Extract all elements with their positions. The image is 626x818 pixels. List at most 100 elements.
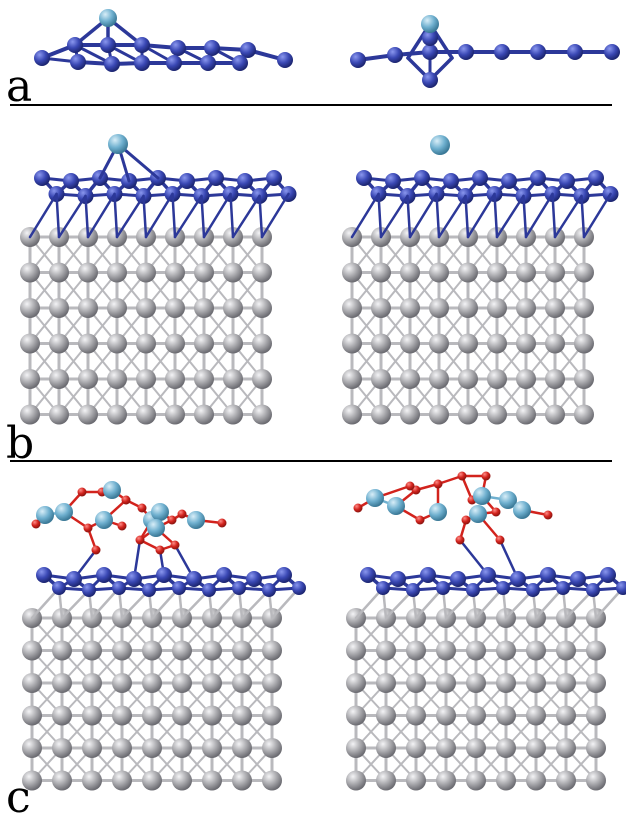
substrate-atom	[223, 262, 243, 283]
adatom	[499, 491, 517, 509]
nitrogen-atom	[142, 583, 156, 597]
panel-b	[20, 134, 619, 425]
oxygen-atom	[91, 545, 101, 555]
substrate-atom	[202, 738, 222, 758]
nitrogen-atom	[436, 581, 450, 595]
substrate-atom	[20, 262, 40, 283]
nitrogen-atom	[387, 47, 403, 63]
nitrogen-atom	[458, 44, 474, 60]
substrate-atom	[556, 738, 576, 758]
adatom	[55, 503, 73, 521]
substrate-atom	[376, 738, 396, 758]
substrate-atom	[202, 770, 222, 791]
substrate-atom	[22, 770, 42, 791]
adatom	[95, 511, 113, 529]
substrate-atom	[545, 404, 565, 425]
substrate-atom	[429, 333, 449, 354]
substrate-atom	[586, 770, 606, 791]
nitrogen-atom	[385, 173, 401, 189]
substrate-atom	[172, 770, 192, 791]
substrate-atom	[406, 640, 426, 661]
substrate-atom	[252, 404, 272, 425]
substrate-atom	[49, 333, 69, 354]
substrate-atom	[342, 333, 362, 354]
substrate-atom	[172, 705, 192, 726]
nitrogen-atom	[216, 567, 232, 583]
bond	[57, 194, 87, 239]
nitrogen-atom	[422, 44, 438, 60]
substrate-atom	[526, 705, 546, 726]
structure-b-right	[342, 135, 619, 425]
substrate-atom	[342, 369, 362, 389]
panel-label-a: a	[6, 61, 32, 112]
substrate-atom	[262, 673, 282, 693]
substrate-atom	[545, 333, 565, 354]
substrate-atom	[262, 705, 282, 726]
substrate-lattice	[20, 227, 272, 425]
substrate-atom	[371, 404, 391, 425]
nitride-layer	[356, 170, 619, 204]
substrate-atom	[526, 640, 546, 661]
substrate-atom	[574, 333, 594, 354]
substrate-atom	[136, 333, 156, 354]
bond	[258, 194, 264, 239]
substrate-atom	[346, 640, 366, 661]
substrate-atom	[371, 262, 391, 283]
nitrogen-atom	[134, 37, 150, 53]
panel-label-b: b	[6, 418, 34, 469]
substrate-atom	[262, 640, 282, 661]
substrate-atom	[112, 640, 132, 661]
bond	[171, 192, 177, 239]
nitrogen-atom	[70, 54, 86, 70]
nitrogen-atom	[204, 40, 220, 56]
bond	[553, 194, 583, 239]
bond	[377, 192, 383, 239]
bond	[200, 194, 206, 239]
bond	[84, 194, 90, 239]
substrate-atom	[142, 640, 162, 661]
substrate-atom	[142, 770, 162, 791]
substrate-atom	[82, 705, 102, 726]
substrate-atom	[82, 770, 102, 791]
bond	[493, 192, 499, 239]
substrate-atom	[194, 333, 214, 354]
nitrogen-atom	[104, 56, 120, 72]
substrate-atom	[487, 404, 507, 425]
adatom	[473, 487, 491, 505]
substrate-atom	[172, 673, 192, 693]
nitrogen-atom	[36, 567, 52, 583]
nitrogen-atom	[567, 44, 583, 60]
substrate-atom	[429, 298, 449, 318]
substrate-atom	[400, 333, 420, 354]
oxygen-atom	[135, 535, 145, 545]
oxygen-atom	[405, 481, 415, 491]
nitrogen-atom	[276, 567, 292, 583]
structure-a-left	[34, 9, 293, 72]
substrate-atom	[574, 262, 594, 283]
substrate-atom	[165, 369, 185, 389]
nitrogen-atom	[420, 567, 436, 583]
oxygen-atom	[353, 503, 363, 513]
substrate-atom	[406, 705, 426, 726]
substrate-atom	[223, 369, 243, 389]
bond	[580, 194, 586, 239]
substrate-atom	[586, 640, 606, 661]
substrate-atom	[545, 369, 565, 389]
substrate-atom	[172, 738, 192, 758]
substrate-atom	[346, 673, 366, 693]
bond	[582, 192, 612, 239]
oxygen-atom	[217, 518, 227, 528]
substrate-atom	[376, 673, 396, 693]
substrate-atom	[194, 369, 214, 389]
nitride-layer	[34, 170, 297, 204]
nitrogen-atom	[100, 37, 116, 53]
substrate-atom	[252, 262, 272, 283]
substrate-atom	[165, 333, 185, 354]
substrate-atom	[496, 640, 516, 661]
substrate-atom	[20, 404, 40, 425]
panel-c	[22, 471, 626, 791]
substrate-atom	[556, 640, 576, 661]
substrate-atom	[20, 369, 40, 389]
nitrogen-atom	[472, 170, 488, 186]
